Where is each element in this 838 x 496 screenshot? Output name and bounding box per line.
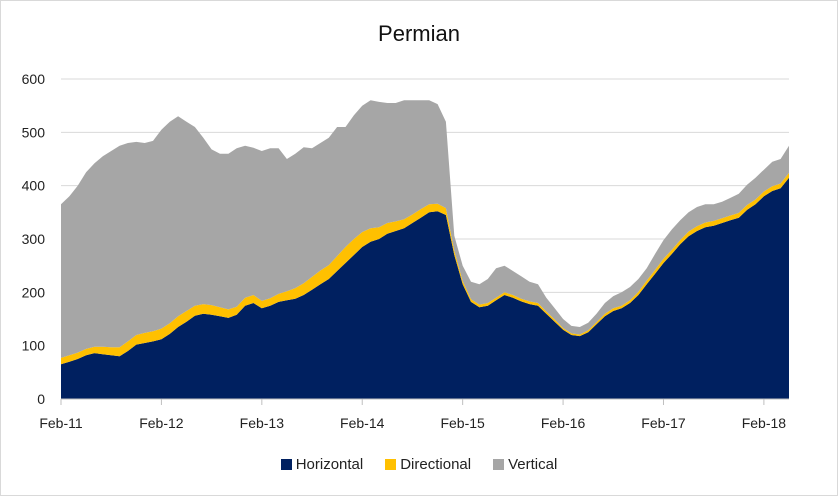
y-tick-label: 0: [37, 391, 45, 407]
y-tick-label: 300: [22, 231, 46, 247]
legend-swatch-horizontal: [280, 459, 292, 470]
chart-title: Permian: [378, 21, 460, 46]
legend-item-horizontal: Horizontal: [280, 456, 364, 473]
legend-item-directional: Directional: [385, 456, 471, 473]
legend-label-directional: Directional: [400, 456, 472, 473]
legend-swatch-vertical: [493, 459, 505, 470]
legend-label-horizontal: Horizontal: [295, 456, 364, 473]
area-directional: [61, 172, 789, 365]
area-horizontal: [61, 177, 789, 399]
x-tick-label: Feb-13: [240, 415, 285, 431]
y-tick-label: 400: [22, 178, 46, 194]
x-tick-label: Feb-16: [541, 415, 586, 431]
x-tick-label: Feb-11: [39, 415, 83, 431]
axes: 0 100 200 300 400 500 600 Feb-11 Feb-12 Feb-13 Feb…: [22, 71, 789, 431]
x-tick-label: Feb-18: [742, 415, 787, 431]
x-tick-label: Feb-14: [340, 415, 385, 431]
y-tick-label: 500: [22, 124, 46, 140]
y-tick-label: 200: [22, 284, 46, 300]
legend: Horizontal Directional Vertical: [1, 456, 837, 473]
area-vertical: [61, 100, 789, 358]
stacked-areas: [61, 100, 789, 399]
y-tick-label: 100: [22, 338, 46, 354]
legend-item-vertical: Vertical: [493, 456, 557, 473]
legend-swatch-directional: [385, 459, 397, 470]
x-tick-label: Feb-17: [641, 415, 686, 431]
y-tick-label: 600: [22, 71, 46, 87]
legend-label-vertical: Vertical: [508, 456, 558, 473]
x-tick-label: Feb-15: [440, 415, 485, 431]
x-tick-label: Feb-12: [139, 415, 184, 431]
